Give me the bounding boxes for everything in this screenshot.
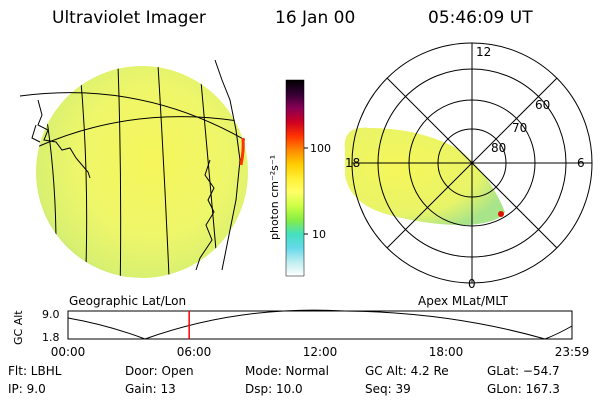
x-tick-label: 18:00	[429, 345, 464, 359]
aurora-hotspot	[498, 211, 504, 217]
instrument-title: Ultraviolet Imager	[52, 8, 206, 28]
colorbar-strip	[285, 79, 305, 277]
dsp-info: Dsp: 10.0	[245, 382, 303, 396]
mlt-label-0: 0	[468, 277, 476, 291]
aurora-edge	[239, 137, 245, 166]
altitude-curve	[67, 309, 573, 340]
timeline-axis-label: GC Alt	[12, 310, 25, 345]
observation-date: 16 Jan 00	[275, 8, 356, 28]
glon-info: GLon: 167.3	[487, 382, 560, 396]
filter-info: Flt: LBHL	[8, 364, 62, 378]
earth-disk	[36, 66, 248, 278]
x-tick-label: 00:00	[51, 345, 86, 359]
timeline-frame	[67, 310, 573, 340]
ip-info: IP: 9.0	[8, 382, 46, 396]
x-tick-label: 23:59	[555, 345, 590, 359]
door-info: Door: Open	[125, 364, 194, 378]
lat-label-60: 60	[535, 98, 550, 112]
gain-info: Gain: 13	[125, 382, 176, 396]
observation-time: 05:46:09 UT	[428, 8, 533, 28]
mlt-label-18: 18	[345, 156, 360, 170]
auroral-oval	[344, 127, 505, 226]
colorbar-unit: photon cm⁻²s⁻¹	[268, 155, 281, 240]
coastlines	[31, 59, 241, 271]
y-tick-max: 9.0	[42, 308, 60, 321]
x-tick-label: 06:00	[177, 345, 212, 359]
geographic-caption: Geographic Lat/Lon	[69, 294, 187, 308]
x-tick-label: 12:00	[303, 345, 338, 359]
mlt-label-6: 6	[577, 156, 585, 170]
y-tick-min: 1.8	[42, 331, 60, 344]
gc-alt-info: GC Alt: 4.2 Re	[365, 364, 449, 378]
seq-info: Seq: 39	[365, 382, 411, 396]
mlt-label-12: 12	[476, 45, 491, 59]
glat-info: GLat: −54.7	[487, 364, 560, 378]
lat-label-70: 70	[512, 121, 527, 135]
lat-label-80: 80	[491, 141, 506, 155]
mode-info: Mode: Normal	[245, 364, 329, 378]
colorbar-tick-10: 10	[312, 228, 326, 241]
colorbar-tick-100: 100	[310, 142, 331, 155]
polar-caption: Apex MLat/MLT	[418, 294, 508, 308]
